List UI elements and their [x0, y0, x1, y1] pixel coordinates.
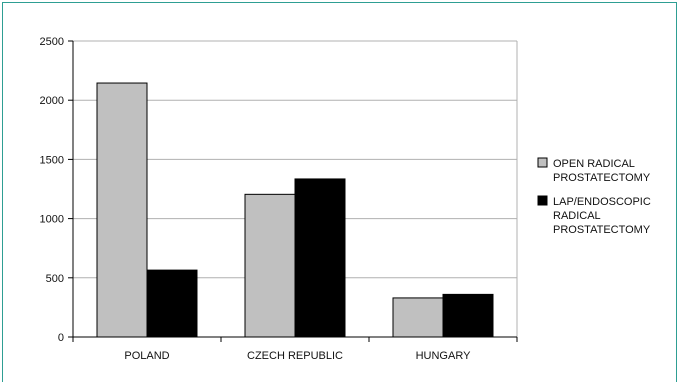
x-tick-label: POLAND [124, 350, 169, 362]
x-tick-label: CZECH REPUBLIC [247, 350, 343, 362]
axes [68, 41, 517, 338]
bar-lap-poland [146, 269, 198, 338]
y-tick-label: 2000 [40, 95, 64, 107]
y-tick-label: 2500 [40, 36, 64, 48]
y-tick-label: 0 [58, 332, 64, 344]
bar-open-poland [96, 82, 148, 338]
bar-lap-czech-republic [294, 178, 346, 338]
legend-label: RADICAL [553, 210, 601, 222]
legend-swatch [537, 195, 548, 206]
figure-frame [2, 2, 677, 382]
legend-label: PROSTATECTOMY [553, 172, 651, 184]
bar-lap-hungary [442, 293, 494, 338]
y-axis-ticks: 0 500 1000 1500 2000 2500 [40, 36, 73, 344]
x-axis-ticks: POLAND CZECH REPUBLIC HUNGARY [72, 337, 518, 362]
y-tick-label: 500 [46, 273, 64, 285]
legend-label: LAP/ENDOSCOPIC [553, 196, 651, 208]
legend-label: PROSTATECTOMY [553, 224, 651, 236]
legend-swatch [537, 157, 548, 168]
legend-label: OPEN RADICAL [553, 158, 635, 170]
bar-open-czech-republic [244, 193, 296, 338]
legend: OPEN RADICAL PROSTATECTOMY LAP/ENDOSCOPIC R… [537, 157, 651, 236]
bar-open-hungary [392, 297, 444, 338]
y-tick-label: 1000 [40, 214, 64, 226]
y-tick-label: 1500 [40, 154, 64, 166]
x-tick-label: HUNGARY [416, 350, 471, 362]
bars [96, 82, 494, 338]
